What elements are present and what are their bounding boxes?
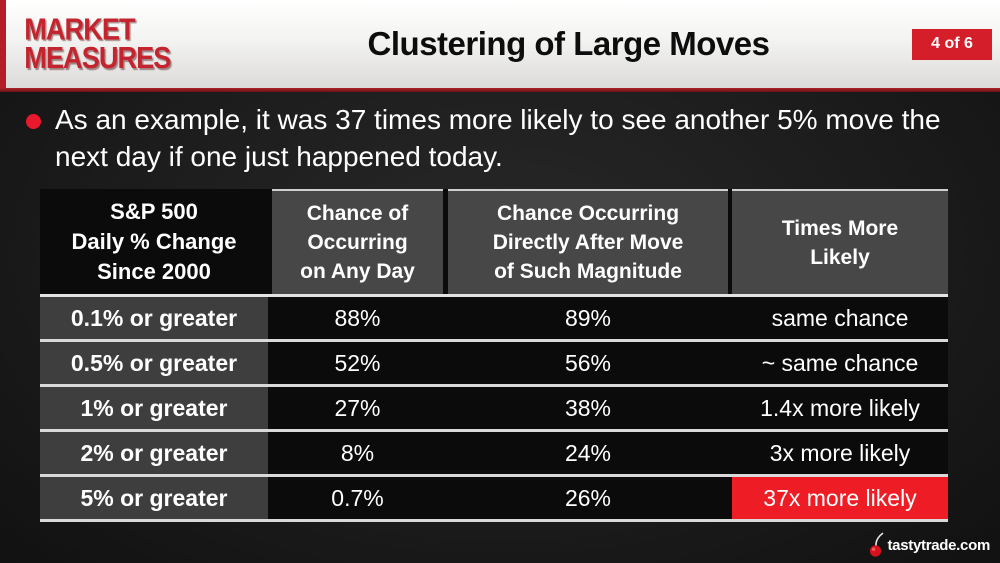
page-title: Clustering of Large Moves (367, 25, 770, 62)
logo-line-2: MEASURES (24, 40, 171, 75)
data-table: S&P 500 Daily % Change Since 2000 Chance… (40, 189, 948, 522)
chance-any-day-cell: 0.7% (331, 484, 384, 511)
market-measures-logo: MARKET MEASURES (0, 12, 218, 75)
column-header-after-move: Chance Occurring Directly After Move of … (448, 189, 728, 294)
page-number-badge: 4 of 6 (912, 28, 992, 60)
chance-any-day-cell: 88% (334, 304, 381, 331)
slide-header: MARKET MEASURES Clustering of Large Move… (0, 0, 1000, 88)
chance-any-day-cell: 52% (334, 349, 381, 376)
row-label-cell: 2% or greater (40, 432, 268, 474)
row-label-cell: 1% or greater (40, 387, 268, 429)
table-row: 5% or greater 0.7% 26% 37x more likely (40, 477, 948, 522)
table-row: 0.5% or greater 52% 56% ~ same chance (40, 342, 948, 387)
chance-any-day-cell: 8% (340, 439, 375, 466)
bullet-point: As an example, it was 37 times more like… (26, 101, 986, 175)
times-more-likely-cell: same chance (771, 304, 909, 331)
header-divider (0, 88, 1000, 92)
times-more-likely-highlight-cell: 37x more likely (732, 477, 948, 519)
row-label-cell: 5% or greater (40, 477, 268, 519)
chance-after-move-cell: 24% (564, 439, 612, 466)
column-header-times-more: Times More Likely (732, 189, 948, 294)
table-row: 2% or greater 8% 24% 3x more likely (40, 432, 948, 477)
row-label-cell: 0.5% or greater (40, 342, 268, 384)
tastytrade-url: tastytrade.com (887, 537, 990, 554)
times-more-likely-cell: ~ same chance (761, 349, 919, 376)
table-row: 0.1% or greater 88% 89% same chance (40, 297, 948, 342)
logo-line-1: MARKET (24, 12, 135, 47)
chance-after-move-cell: 56% (564, 349, 612, 376)
table-header-row: S&P 500 Daily % Change Since 2000 Chance… (40, 189, 948, 297)
times-more-likely-cell: 1.4x more likely (760, 394, 920, 421)
times-more-likely-cell: 3x more likely (769, 439, 911, 466)
tastytrade-logo: tastytrade.com (868, 531, 990, 558)
column-header-any-day: Chance of Occurring on Any Day (272, 189, 443, 294)
bullet-icon (26, 114, 41, 129)
header-left-accent (0, 0, 6, 88)
chance-after-move-cell: 38% (564, 394, 612, 421)
chance-any-day-cell: 27% (334, 394, 381, 421)
row-label-cell: 0.1% or greater (40, 297, 268, 339)
column-header-change: S&P 500 Daily % Change Since 2000 (71, 198, 237, 284)
table-row: 1% or greater 27% 38% 1.4x more likely (40, 387, 948, 432)
cherry-icon (870, 532, 884, 557)
chance-after-move-cell: 89% (564, 304, 612, 331)
chance-after-move-cell: 26% (564, 484, 612, 511)
bullet-text: As an example, it was 37 times more like… (55, 104, 941, 172)
